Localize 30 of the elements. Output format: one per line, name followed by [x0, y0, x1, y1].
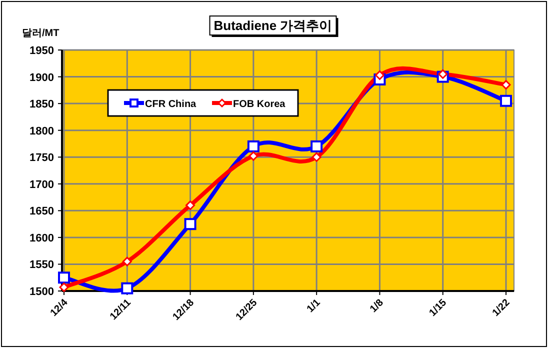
point [310, 140, 323, 152]
y-tick-label: 1950 [30, 45, 54, 57]
point [184, 218, 196, 230]
legend-label: CFR China [145, 99, 197, 110]
chart-title: Butadiene 가격추이 [214, 18, 332, 33]
point [59, 282, 69, 292]
point [186, 200, 196, 210]
x-tick-label: 1/8 [368, 297, 386, 315]
point [58, 272, 70, 284]
y-tick-label: 1850 [30, 98, 54, 111]
y-tick-label: 1650 [30, 206, 54, 218]
y-axis-title: 달러/MT [22, 28, 60, 39]
point [247, 140, 260, 152]
point [501, 80, 511, 90]
point [248, 151, 258, 161]
point [312, 152, 322, 162]
point [438, 69, 448, 79]
legend-label: FOB Korea [233, 99, 286, 110]
point [374, 70, 384, 80]
point [500, 94, 512, 107]
y-tick-label: 1800 [30, 125, 54, 138]
y-tick-label: 1750 [30, 152, 54, 164]
x-tick-label: 1/1 [305, 297, 323, 315]
y-tick-label: 1900 [30, 72, 54, 84]
point [121, 282, 134, 294]
y-tick-label: 1600 [30, 232, 54, 244]
point [122, 256, 132, 266]
y-tick-label: 1700 [30, 178, 54, 191]
y-tick-label: 1500 [30, 286, 54, 298]
y-tick-label: 1550 [30, 259, 54, 272]
